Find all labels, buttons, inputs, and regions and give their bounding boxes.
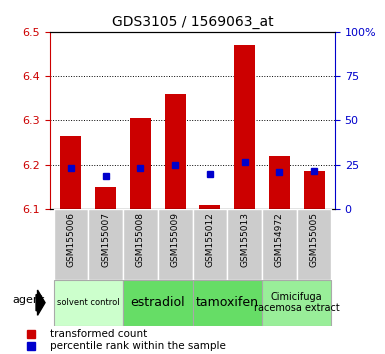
Bar xyxy=(304,171,325,209)
Bar xyxy=(123,280,192,326)
Bar xyxy=(234,45,255,209)
Bar xyxy=(158,209,192,280)
Text: GSM155009: GSM155009 xyxy=(171,212,180,267)
Text: tamoxifen: tamoxifen xyxy=(196,296,259,309)
Bar xyxy=(227,209,262,280)
Bar xyxy=(88,209,123,280)
Text: transformed count: transformed count xyxy=(50,329,147,339)
FancyArrow shape xyxy=(36,290,45,315)
Text: GSM155005: GSM155005 xyxy=(310,212,319,267)
Text: agent: agent xyxy=(12,295,45,306)
Bar xyxy=(123,209,158,280)
Bar xyxy=(54,280,123,326)
Bar xyxy=(199,205,220,209)
Text: GSM155006: GSM155006 xyxy=(66,212,75,267)
Text: solvent control: solvent control xyxy=(57,298,120,307)
Text: Cimicifuga
racemosa extract: Cimicifuga racemosa extract xyxy=(254,292,340,314)
Bar xyxy=(262,280,331,326)
Bar xyxy=(54,209,88,280)
Bar xyxy=(262,209,297,280)
Text: GSM155008: GSM155008 xyxy=(136,212,145,267)
Bar xyxy=(60,136,81,209)
Text: GSM155013: GSM155013 xyxy=(240,212,249,267)
Title: GDS3105 / 1569063_at: GDS3105 / 1569063_at xyxy=(112,16,273,29)
Text: GSM155007: GSM155007 xyxy=(101,212,110,267)
Bar xyxy=(165,94,186,209)
Text: percentile rank within the sample: percentile rank within the sample xyxy=(50,341,226,351)
Bar xyxy=(192,209,227,280)
Bar xyxy=(95,187,116,209)
Bar xyxy=(297,209,331,280)
Text: GSM155012: GSM155012 xyxy=(205,212,214,267)
Text: GSM154972: GSM154972 xyxy=(275,212,284,267)
Bar xyxy=(130,118,151,209)
Bar xyxy=(269,156,290,209)
Bar xyxy=(192,280,262,326)
Text: estradiol: estradiol xyxy=(131,296,185,309)
